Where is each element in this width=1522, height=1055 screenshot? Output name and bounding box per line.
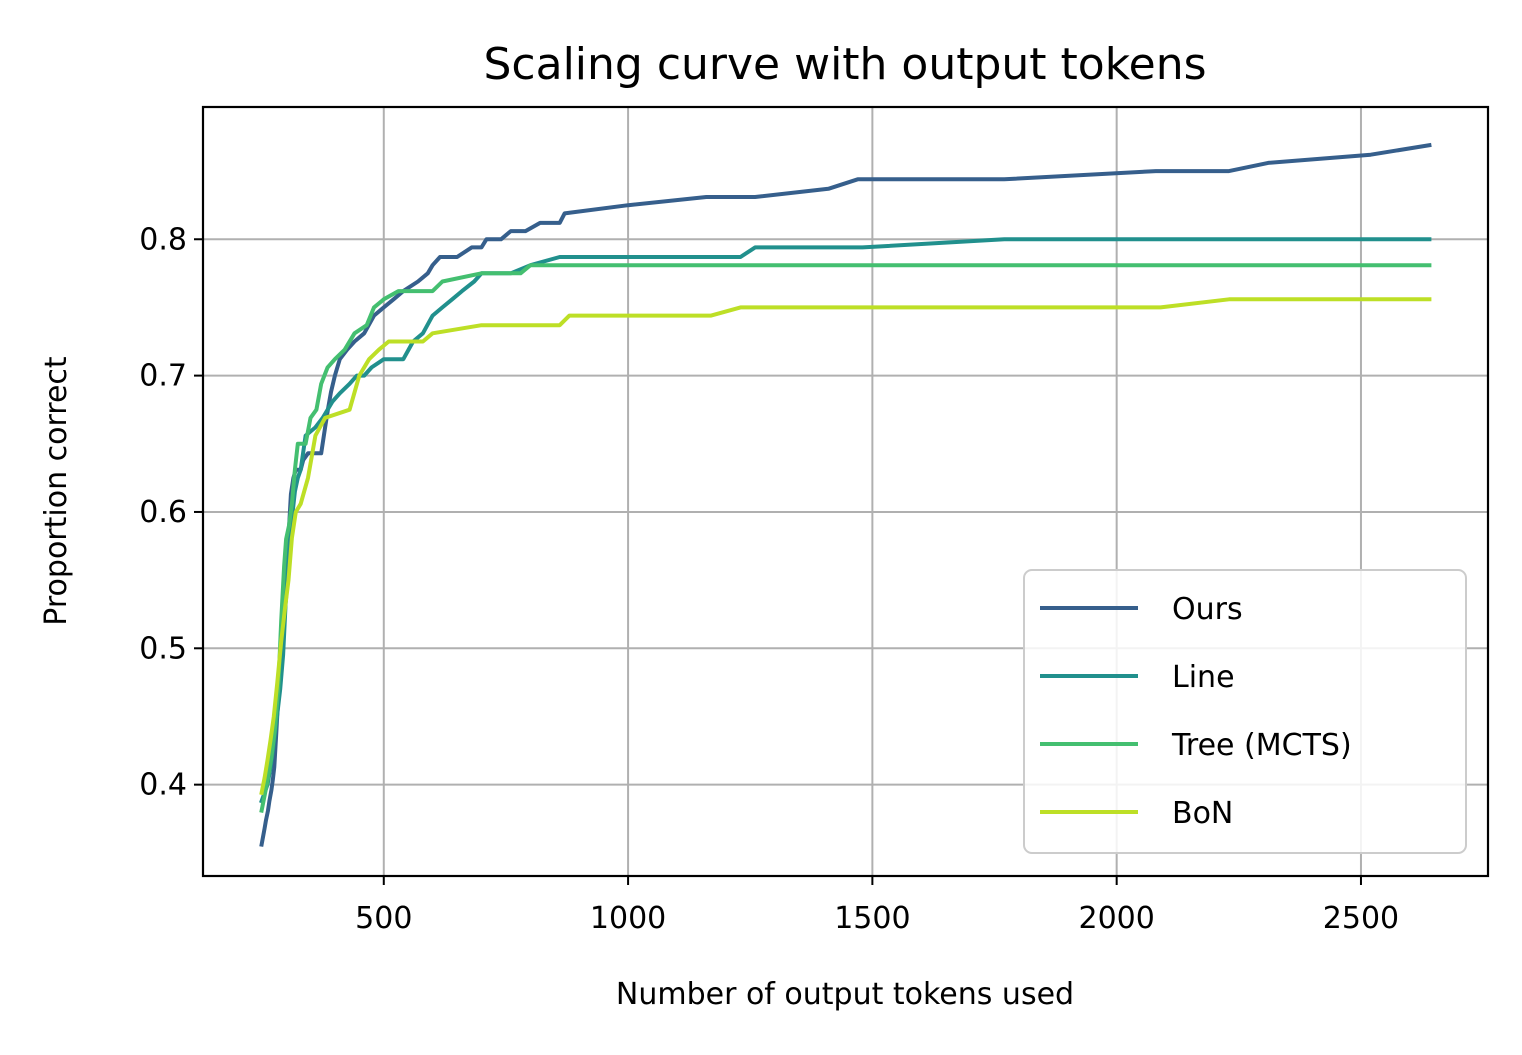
x-tick-label: 2000	[1078, 901, 1154, 936]
y-axis-label: Proportion correct	[39, 356, 74, 626]
chart-title: Scaling curve with output tokens	[483, 39, 1206, 90]
y-tick-label: 0.5	[139, 631, 187, 666]
plot-frame	[201, 105, 1490, 878]
y-tick-label: 0.6	[139, 495, 187, 530]
x-tick-label: 1000	[590, 901, 666, 936]
series-lines	[259, 142, 1432, 847]
legend-box	[1023, 569, 1467, 854]
x-tick-label: 1500	[834, 901, 910, 936]
y-tick-label: 0.8	[139, 222, 187, 257]
x-axis-label: Number of output tokens used	[616, 977, 1074, 1012]
x-tick-label: 2500	[1323, 901, 1399, 936]
series-line-bon	[259, 297, 1432, 796]
axis-ticks: 500 1000 1500 2000 2500 0.4 0.5 0.6 0.7 0.8	[139, 222, 1399, 936]
legend-label-tree-mcts: Tree (MCTS)	[1171, 728, 1352, 763]
legend-label-line: Line	[1172, 660, 1235, 695]
x-tick-label: 500	[355, 901, 412, 936]
legend-label-ours: Ours	[1172, 592, 1243, 627]
y-tick-label: 0.7	[139, 359, 187, 394]
legend-label-bon: BoN	[1172, 796, 1233, 831]
legend: Ours Line Tree (MCTS) BoN	[1023, 569, 1467, 854]
y-tick-label: 0.4	[139, 768, 187, 803]
